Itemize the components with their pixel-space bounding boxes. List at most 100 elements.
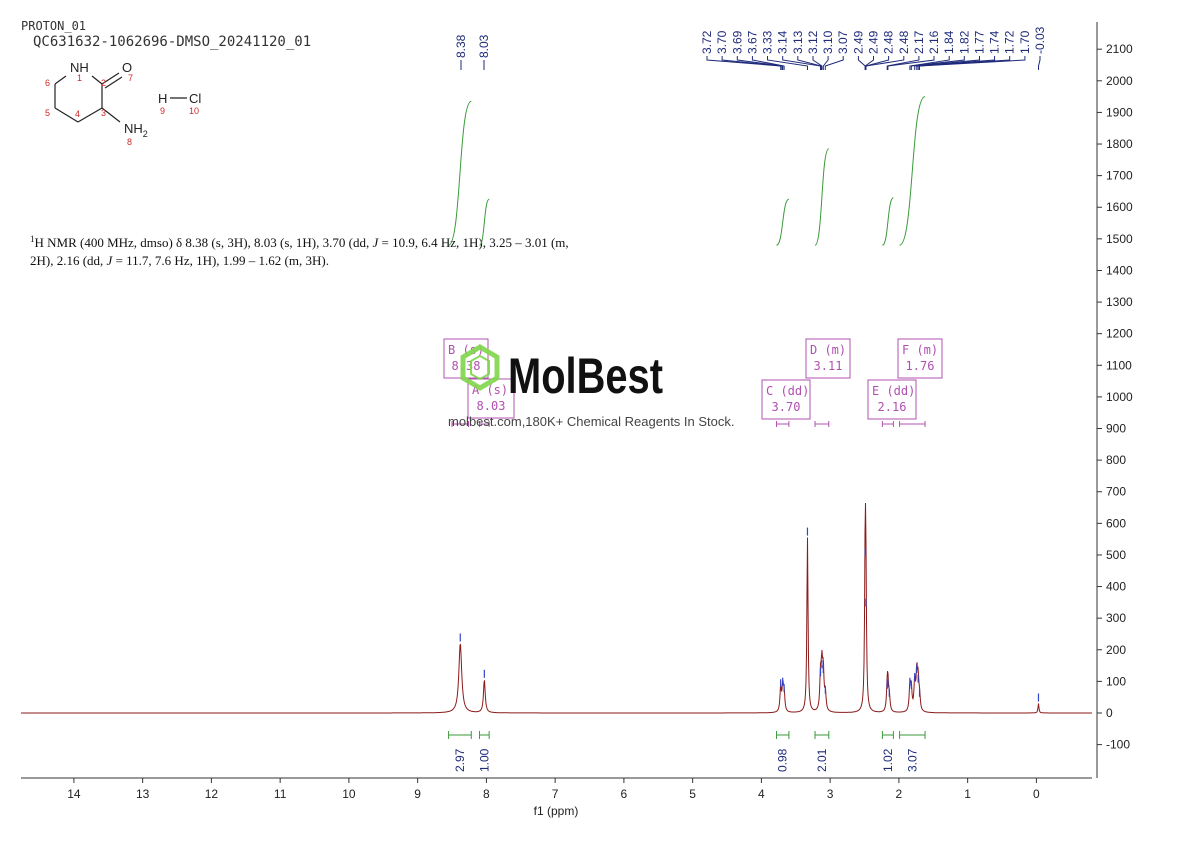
integral-value: 1.02 [881,748,895,772]
integral-curves [448,96,926,246]
peak-label-leader [857,56,866,70]
peak-label: -0.03 [1033,26,1047,54]
multiplet-shift: 2.16 [878,400,907,414]
peak-label: 8.38 [454,34,468,58]
x-tick-label: 7 [552,787,559,801]
watermark-brand: MolBest [508,348,663,404]
y-tick-label: 1200 [1106,327,1133,341]
x-axis-title: f1 (ppm) [534,804,579,818]
y-tick-label: 600 [1106,516,1126,530]
y-tick-label: 700 [1106,485,1126,499]
integral-value: 0.98 [776,748,790,772]
peak-label-leader [864,56,874,70]
x-tick-label: 11 [274,787,287,801]
y-tick-label: 1300 [1106,295,1133,309]
y-tick-label: 1900 [1106,105,1133,119]
atom-cl: Cl [189,91,201,106]
x-tick-label: 8 [483,787,490,801]
peak-label-leader [706,56,782,70]
y-tick-label: 1400 [1106,263,1133,277]
multiplet-label: C (dd) [766,384,809,398]
multiplet-box [761,379,811,420]
x-tick-label: 13 [136,787,150,801]
x-tick-label: 0 [1033,787,1040,801]
peak-label: 3.07 [836,30,850,54]
y-tick-label: 900 [1106,422,1126,436]
integral-value: 2.01 [815,748,829,772]
x-tick-label: 1 [964,787,971,801]
peak-label-leader [914,56,980,70]
x-tick-label: 6 [621,787,628,801]
nmr-description-line-2: 2H), 2.16 (dd, J = 11.7, 7.6 Hz, 1H), 1.… [30,253,329,268]
integral-value: 2.97 [453,748,467,772]
multiplet-label: D (m) [810,343,846,357]
atom-number-5: 5 [45,108,50,118]
atom-number-1: 1 [77,73,82,83]
y-tick-label: 1700 [1106,169,1133,183]
atom-nh2: NH2 [124,121,148,139]
integral-curve [479,198,490,246]
y-tick-label: 0 [1106,706,1113,720]
y-tick-label: 100 [1106,674,1126,688]
peak-label-leader [919,56,1026,70]
sample-name: QC631632-1062696-DMSO_20241120_01 [33,34,311,50]
x-tick-label: 14 [67,787,81,801]
multiplet-label: B (s) [448,343,484,357]
y-tick-label: 1100 [1106,358,1132,372]
y-tick-label: 200 [1106,643,1126,657]
multiplet-shift: 3.70 [772,400,801,414]
peak-label: 3.14 [776,30,790,54]
y-tick-label: 800 [1106,453,1126,467]
x-tick-label: 5 [689,787,696,801]
atom-number-7: 7 [128,73,133,83]
x-tick-label: 9 [414,787,421,801]
multiplet-box [867,379,917,420]
peak-label-leader [886,56,920,70]
watermark-logo-icon [460,344,500,391]
peak-label: 1.72 [1003,30,1017,54]
x-tick-label: 3 [827,787,834,801]
atom-number-10: 10 [189,106,199,116]
y-tick-label: 1500 [1106,232,1133,246]
y-tick-label: 2100 [1106,42,1133,56]
multiplet-label: E (dd) [872,384,915,398]
atom-h: H [158,91,167,106]
peak-label-leader [916,56,996,70]
peak-label: 3.12 [806,30,820,54]
peak-label-leader [797,56,822,70]
peak-label-leader [751,56,785,70]
peak-label: 1.82 [957,30,971,54]
integral-value: 3.07 [905,748,919,772]
atom-number-6: 6 [45,78,50,88]
y-tick-label: 300 [1106,611,1126,625]
y-tick-label: 500 [1106,548,1126,562]
peak-label: 2.49 [867,30,881,54]
multiplet-box [805,338,851,379]
y-tick-label: 1000 [1106,390,1133,404]
y-tick-label: 1800 [1106,137,1133,151]
peak-label-leader [822,56,829,70]
experiment-name: PROTON_01 [21,19,86,33]
integral-value: 1.00 [477,748,491,772]
integral-curve [776,198,790,246]
peak-label-leader [767,56,808,70]
peak-label-leader [910,56,965,70]
peak-label: 8.03 [477,34,491,58]
peak-label: 1.70 [1018,30,1032,54]
nmr-description-line-1: 1H NMR (400 MHz, dmso) δ 8.38 (s, 3H), 8… [30,234,569,250]
peak-label-leader [721,56,783,70]
peak-label-leader [865,56,905,70]
peak-label: 2.48 [897,30,911,54]
integral-curve [899,96,926,246]
peak-label-leader [812,56,823,70]
x-tick-label: 10 [342,787,356,801]
peak-label: 3.69 [730,30,744,54]
x-axis: 14 13 12 11 10 9 8 7 6 5 4 3 2 1 0 [21,777,1092,801]
multiplet-label: F (m) [902,343,938,357]
y-tick-label: 400 [1106,580,1126,594]
peak-label-leader [824,56,844,70]
peak-label: 2.17 [912,30,926,54]
x-tick-label: 4 [758,787,765,801]
atom-nh: NH [70,60,89,75]
integral-curve [448,100,472,246]
